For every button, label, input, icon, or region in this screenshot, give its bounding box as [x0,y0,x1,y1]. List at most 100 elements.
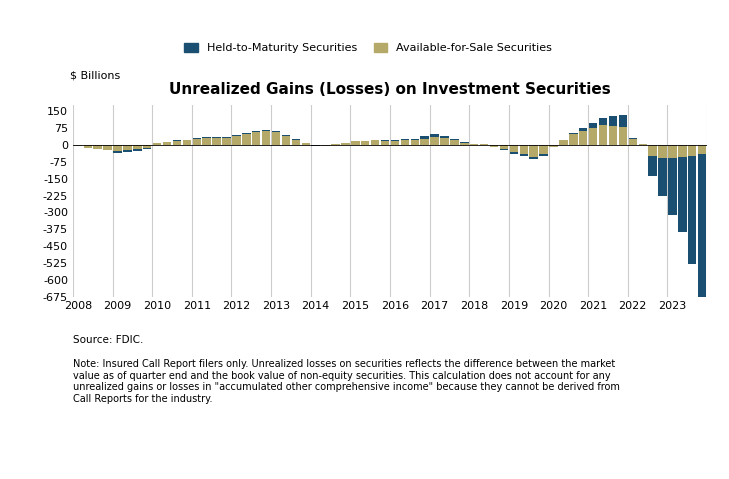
Bar [331,144,340,145]
Bar [639,144,647,145]
Bar [569,133,577,134]
Bar [460,143,469,145]
Bar [233,136,241,145]
Bar [500,149,508,150]
Bar [401,140,409,145]
Bar [123,145,132,150]
Bar [658,159,667,195]
Bar [93,145,102,149]
Bar [648,156,657,176]
Bar [143,148,152,149]
Bar [609,115,617,125]
Bar [222,137,230,138]
Bar [391,141,399,145]
Title: Unrealized Gains (Losses) on Investment Securities: Unrealized Gains (Losses) on Investment … [169,82,611,97]
Bar [361,141,370,145]
Bar [579,131,588,145]
Bar [302,143,310,145]
Bar [163,142,171,145]
Bar [381,141,389,145]
Bar [292,140,300,145]
Bar [619,127,627,145]
Bar [599,125,607,145]
Bar [272,132,280,145]
Bar [192,138,201,139]
Bar [421,137,429,138]
Bar [401,139,409,140]
Bar [539,154,547,156]
Bar [262,130,270,131]
Bar [252,131,260,132]
Bar [430,135,439,137]
Bar [451,140,459,145]
Bar [192,139,201,145]
Bar [678,145,687,157]
Bar [272,131,280,132]
Bar [599,118,607,125]
Bar [510,152,518,154]
Bar [321,145,330,146]
Bar [123,150,132,152]
Bar [281,136,290,145]
Bar [74,145,82,146]
Bar [104,145,112,150]
Bar [490,145,499,147]
Bar [698,154,706,299]
Bar [510,145,518,152]
Bar [113,145,122,151]
Text: Note: Insured Call Report filers only. Unrealized losses on securities reflects : Note: Insured Call Report filers only. U… [73,359,620,404]
Bar [203,137,211,138]
Bar [133,149,141,151]
Bar [281,135,290,136]
Bar [520,154,528,156]
Text: $ Billions: $ Billions [70,71,120,81]
Bar [529,157,538,159]
Bar [550,145,558,147]
Bar [381,140,389,141]
Bar [430,137,439,145]
Bar [668,159,677,215]
Bar [113,151,122,153]
Bar [242,133,251,134]
Bar [678,157,687,232]
Bar [421,138,429,145]
Bar [84,145,92,148]
Bar [628,139,637,145]
Bar [688,156,696,264]
Bar [589,123,597,128]
Bar [648,145,657,156]
Legend: Held-to-Maturity Securities, Available-for-Sale Securities: Held-to-Maturity Securities, Available-f… [180,38,556,57]
Bar [628,138,637,139]
Bar [371,140,379,145]
Bar [143,145,152,148]
Bar [341,143,350,145]
Bar [569,134,577,145]
Bar [500,145,508,149]
Bar [242,134,251,145]
Bar [233,135,241,136]
Bar [212,138,221,145]
Bar [609,125,617,145]
Bar [212,137,221,138]
Bar [203,138,211,145]
Bar [688,145,696,156]
Bar [410,140,419,145]
Bar [668,145,677,159]
Bar [658,145,667,159]
Bar [133,145,141,149]
Bar [222,138,230,145]
Bar [698,145,706,154]
Bar [252,132,260,145]
Bar [579,128,588,131]
Bar [262,131,270,145]
Bar [451,139,459,140]
Bar [589,128,597,145]
Bar [440,138,449,145]
Bar [559,140,568,145]
Bar [183,140,191,145]
Bar [440,136,449,138]
Bar [529,145,538,157]
Bar [391,140,399,141]
Bar [619,115,627,127]
Bar [173,141,182,145]
